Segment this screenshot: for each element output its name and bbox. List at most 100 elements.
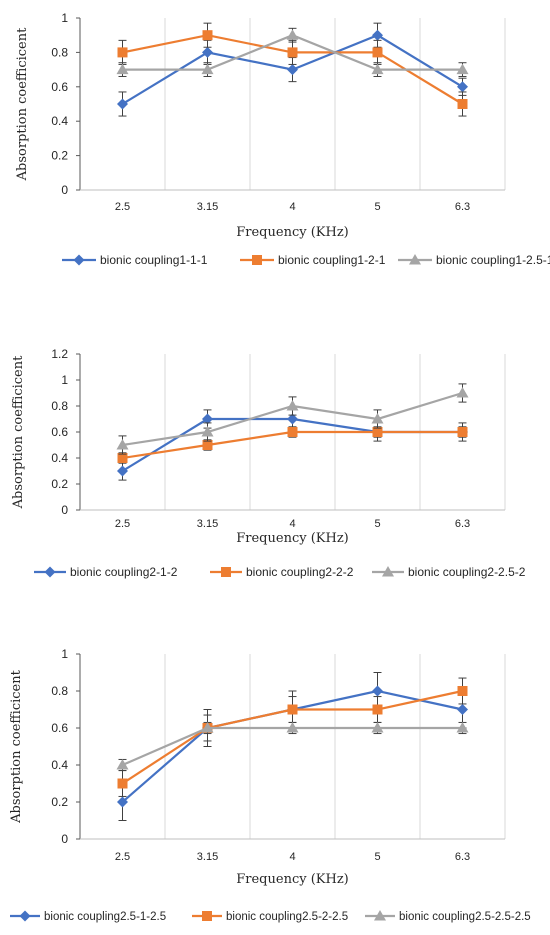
y-tick-label: 0.2 — [51, 149, 68, 163]
data-point — [371, 722, 384, 733]
data-point — [202, 413, 213, 425]
chart-3: 0 0.2 0.4 0.6 0.8 1 2.5 3.15 4 5 6.3 Frequency (KHz… — [9, 647, 531, 923]
data-point — [457, 99, 468, 109]
data-point — [286, 400, 299, 411]
legend-entry: bionic coupling2.5-2-2.5 — [226, 911, 348, 923]
x-tick-label: 4 — [289, 518, 295, 530]
legend-entry: bionic coupling2-2.5-2 — [408, 565, 526, 579]
x-tick-label: 5 — [374, 201, 380, 213]
x-tick-label: 4 — [289, 851, 295, 863]
data-point — [372, 47, 383, 58]
data-point — [117, 98, 128, 110]
x-tick-label: 2.5 — [115, 201, 130, 213]
data-point — [116, 759, 129, 770]
x-tick-label: 4 — [289, 201, 295, 213]
y-tick-label: 1.2 — [51, 347, 68, 361]
data-point — [372, 427, 383, 437]
y-tick-label: 0.2 — [51, 795, 68, 809]
data-point — [457, 81, 468, 93]
chart-panel-2: 0 0.2 0.4 0.6 0.8 1 1.2 2.5 3.15 4 5 6.3 Frequency (… — [0, 330, 550, 600]
legend-marker — [202, 911, 212, 921]
data-point — [287, 413, 298, 425]
y-tick-label: 0.8 — [51, 45, 68, 59]
series-3 — [116, 721, 469, 772]
data-point — [371, 413, 384, 424]
x-tick-label: 2.5 — [115, 851, 130, 863]
series-1 — [117, 672, 468, 821]
data-point — [117, 47, 128, 58]
legend-entry: bionic coupling1-2-1 — [278, 253, 386, 267]
data-point — [286, 29, 299, 40]
legend-marker — [382, 566, 394, 577]
data-point — [116, 439, 129, 450]
chart-panel-3: 0 0.2 0.4 0.6 0.8 1 2.5 3.15 4 5 6.3 Frequency (KHz… — [0, 640, 550, 935]
y-tick-label: 0.4 — [51, 451, 68, 465]
x-axis-label: Frequency (KHz) — [236, 531, 349, 546]
series-2 — [117, 426, 468, 464]
x-tick-label: 6.3 — [455, 518, 470, 530]
data-point — [456, 63, 469, 75]
data-point — [116, 63, 129, 75]
series-1 — [117, 409, 468, 481]
y-tick-label: 0.4 — [51, 758, 68, 772]
y-axis-label: Absorption coefficicent — [9, 669, 24, 823]
legend-marker — [409, 254, 421, 265]
y-tick-label: 1 — [61, 647, 68, 661]
x-tick-label: 2.5 — [115, 518, 130, 530]
data-point — [202, 46, 213, 58]
data-point — [286, 722, 299, 733]
data-point — [117, 796, 128, 808]
y-tick-label: 0 — [61, 832, 68, 846]
y-axis-label: Absorption coefficicent — [15, 27, 30, 181]
data-point — [117, 465, 128, 477]
y-tick-label: 0 — [61, 183, 68, 197]
data-point — [287, 47, 298, 58]
y-tick-label: 0.4 — [51, 114, 68, 128]
y-tick-label: 0.6 — [51, 425, 68, 439]
chart-panel-1: 0 0.2 0.4 0.6 0.8 1 2.5 3.15 4 5 6.3 Frequency (KHz… — [0, 0, 550, 280]
x-axis-label: Frequency (KHz) — [236, 872, 349, 887]
data-point — [201, 426, 214, 437]
x-tick-label: 5 — [374, 851, 380, 863]
legend-marker — [374, 910, 386, 921]
y-tick-label: 0.8 — [51, 684, 68, 698]
x-axis-label: Frequency (KHz) — [236, 225, 349, 240]
data-point — [201, 722, 214, 733]
data-point — [372, 685, 383, 697]
y-tick-label: 0.6 — [51, 721, 68, 735]
data-point — [201, 63, 214, 75]
y-tick-label: 1 — [61, 373, 68, 387]
legend-entry: bionic coupling2-1-2 — [70, 565, 178, 579]
y-tick-label: 0 — [61, 503, 68, 517]
legend-marker — [221, 567, 231, 577]
data-point — [287, 64, 298, 76]
x-tick-label: 3.15 — [197, 201, 218, 213]
y-tick-label: 0.2 — [51, 477, 68, 491]
data-point — [202, 30, 213, 41]
chart-1: 0 0.2 0.4 0.6 0.8 1 2.5 3.15 4 5 6.3 Frequency (KHz… — [15, 11, 550, 267]
legend-entry: bionic coupling2.5-1-2.5 — [44, 911, 166, 923]
data-point — [457, 686, 468, 696]
data-point — [372, 29, 383, 41]
x-tick-label: 6.3 — [455, 851, 470, 863]
legend-marker — [19, 910, 31, 922]
data-point — [371, 63, 384, 75]
legend-entry: bionic coupling1-1-1 — [100, 253, 208, 267]
data-point — [117, 778, 128, 789]
legend-entry: bionic coupling2.5-2.5-2.5 — [399, 911, 531, 923]
legend-marker — [252, 255, 262, 265]
y-tick-label: 0.6 — [51, 80, 68, 94]
chart-2: 0 0.2 0.4 0.6 0.8 1 1.2 2.5 3.15 4 5 6.3 Frequency (… — [11, 347, 526, 579]
y-axis-label: Absorption coefficicent — [11, 355, 26, 509]
x-tick-label: 6.3 — [455, 201, 470, 213]
series-3 — [116, 383, 469, 455]
data-point — [287, 427, 298, 437]
x-tick-label: 5 — [374, 518, 380, 530]
data-point — [456, 722, 469, 733]
data-point — [372, 704, 383, 715]
x-tick-label: 3.15 — [197, 851, 218, 863]
data-point — [287, 704, 298, 715]
series-3 — [116, 27, 469, 77]
y-tick-label: 0.8 — [51, 399, 68, 413]
legend-marker — [44, 566, 56, 578]
